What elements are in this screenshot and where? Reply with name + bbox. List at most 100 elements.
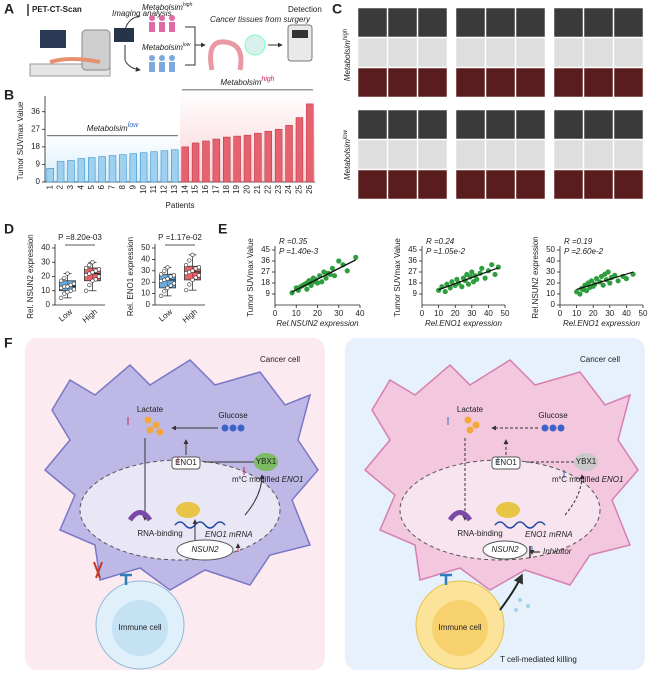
scan-image [455,139,486,170]
stat-label: R =0.24 [426,237,455,246]
inhibitor-label: Inhibitor [543,547,572,556]
y-axis-label: Tumor SUVmax Value [246,238,255,317]
mrna [494,521,546,529]
scan-image [515,67,546,98]
point [319,279,325,285]
y-tick-label: 0 [36,177,41,186]
scan-image [515,169,546,200]
scan-image [357,139,388,170]
point [323,275,329,281]
label-text: C modified [561,475,601,484]
x-tick-label: 7 [108,184,117,189]
x-tick-label: 3 [66,184,75,189]
x-tick-label: 14 [180,184,189,193]
y-tick-label: 0 [46,300,51,309]
point [58,278,64,283]
lactate-dots [464,416,480,434]
scan-image [357,37,388,68]
y-tick-label: 45 [408,245,417,254]
chromatin [447,510,473,522]
scan-image [485,109,516,140]
y-tick-label: 18 [408,278,417,287]
point [162,268,167,273]
nsun2-box [482,540,528,560]
bar [295,117,304,183]
y-tick-label: 40 [546,256,555,265]
x-tick-label: 10 [572,309,581,318]
panel-c: Metabolsimhigh Metabolsimlow [343,7,644,200]
scan-image [455,7,486,38]
scan-image [485,7,516,38]
glucose-label: Glucose [538,411,568,420]
point [168,283,173,288]
eno1-label: ENO1 [175,458,197,467]
stat-label: P =2.60e-2 [564,247,604,256]
nsun2-box [176,539,234,561]
point [93,277,98,282]
bar [243,134,252,183]
label-text: Metabolsim [142,43,183,52]
step-label: Imaging analysis [112,9,172,18]
scan-image [583,7,614,38]
point [482,275,488,281]
bar [129,153,137,183]
y-tick-label: 10 [41,286,50,295]
x-tick-label: 11 [149,184,158,193]
nsun2-label: NSUN2 [191,545,219,554]
mrna-label: ENO1 mRNA [205,530,253,539]
machine-screen [292,30,308,38]
scan-image [553,67,584,98]
scan-image [417,109,448,140]
bar [56,161,65,183]
point [588,278,595,284]
point [329,265,335,271]
scan-image [613,169,644,200]
point [83,288,89,293]
cell-title: Cancer cell [260,355,300,364]
x-tick-label: 0 [420,309,425,318]
y-tick-label: 30 [141,266,150,275]
scan-image [515,139,546,170]
bar [274,128,283,183]
immune-core [432,600,488,656]
low-people [149,55,175,72]
scan-image [553,169,584,200]
y-tick-label: 0 [146,300,151,309]
killing-label: T cell-mediated killing [500,655,577,664]
scanner [81,29,111,71]
category-label: High [81,307,99,324]
point [449,279,455,285]
x-tick-label: 6 [97,184,106,189]
y-tick-label: 40 [41,243,50,252]
y-tick-label: 27 [408,267,417,276]
panel-letter: F [4,335,13,351]
label-text: m [232,475,239,484]
point [65,271,70,276]
scan-image [417,37,448,68]
category-label: Low [57,307,74,323]
point [171,273,176,278]
superscript: low [183,42,191,48]
scan-image [485,139,516,170]
lactate-dots [144,416,164,436]
x-tick-label: 10 [139,184,148,193]
point [331,273,338,279]
panel-a: PET-CT-Scan Imaging analysis Metabolsimh… [27,2,322,77]
granules [514,598,530,612]
scan-image [515,7,546,38]
scan-image [515,37,546,68]
point [336,258,342,264]
bar [254,132,262,183]
x-tick-label: 19 [232,184,241,193]
arrow [185,26,205,66]
point [314,280,321,286]
x-tick-label: 15 [191,184,200,193]
point [62,275,67,281]
y-tick-label: 27 [31,124,40,133]
label-text: Metabolsim [142,3,183,12]
panel-letter: C [332,1,342,17]
kill-arrow [499,573,524,611]
scan-image [417,139,448,170]
x-tick-label: 40 [622,309,631,318]
scan-image [515,109,546,140]
